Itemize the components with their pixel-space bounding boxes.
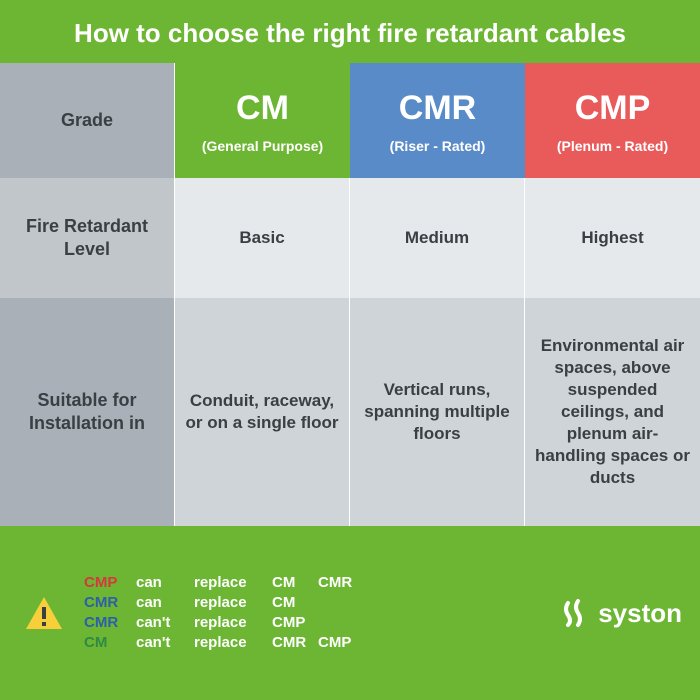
cell-text: Highest <box>581 227 643 249</box>
rule-can: can't <box>136 613 194 633</box>
rule-row: CM can't replace CMR CMP <box>84 633 368 653</box>
col-subtitle: (Riser - Rated) <box>390 137 486 155</box>
rule-row: CMP can replace CM CMR <box>84 573 368 593</box>
cell-level-cmp: Highest <box>525 178 700 298</box>
row-label-grade: Grade <box>0 63 175 178</box>
rule-can: can <box>136 593 194 613</box>
rule-row: CMR can't replace CMP <box>84 613 368 633</box>
rule-target: CMR <box>318 573 368 593</box>
cell-text: Conduit, raceway, or on a single floor <box>185 390 339 434</box>
col-header-cm: CM (General Purpose) <box>175 63 350 178</box>
cell-install-cm: Conduit, raceway, or on a single floor <box>175 298 350 526</box>
cell-install-cmr: Vertical runs, spanning multiple floors <box>350 298 525 526</box>
brand-icon <box>562 599 590 627</box>
cell-text: Basic <box>239 227 284 249</box>
replacement-rules: CMP can replace CM CMR CMR can replace C… <box>84 573 368 654</box>
rule-row: CMR can replace CM <box>84 593 368 613</box>
rule-target: CMP <box>318 633 368 653</box>
col-subtitle: (General Purpose) <box>202 137 323 155</box>
brand-name: syston <box>598 598 682 629</box>
warning-icon <box>24 595 64 631</box>
col-code: CMR <box>399 86 476 130</box>
cell-text: Environmental air spaces, above suspende… <box>535 335 690 490</box>
rule-target: CM <box>272 573 318 593</box>
footer: CMP can replace CM CMR CMR can replace C… <box>0 526 700 700</box>
row-label-level: Fire Retardant Level <box>0 178 175 298</box>
rule-code: CMR <box>84 593 136 613</box>
page-title: How to choose the right fire retardant c… <box>0 0 700 63</box>
rule-code: CM <box>84 633 136 653</box>
col-code: CMP <box>575 86 651 130</box>
rule-target: CMR <box>272 633 318 653</box>
row-label-install: Suitable for Installation in <box>0 298 175 526</box>
col-header-cmp: CMP (Plenum - Rated) <box>525 63 700 178</box>
cell-level-cm: Basic <box>175 178 350 298</box>
rule-can: can't <box>136 633 194 653</box>
rule-verb: replace <box>194 613 272 633</box>
cell-level-cmr: Medium <box>350 178 525 298</box>
rule-can: can <box>136 573 194 593</box>
brand-logo: syston <box>562 598 682 629</box>
rule-verb: replace <box>194 573 272 593</box>
rule-target <box>318 593 368 613</box>
cell-text: Vertical runs, spanning multiple floors <box>360 379 514 445</box>
rule-verb: replace <box>194 593 272 613</box>
col-subtitle: (Plenum - Rated) <box>557 137 668 155</box>
rule-target <box>318 613 368 633</box>
rule-verb: replace <box>194 633 272 653</box>
col-code: CM <box>236 86 289 130</box>
rule-target: CMP <box>272 613 318 633</box>
rule-target: CM <box>272 593 318 613</box>
cell-text: Medium <box>405 227 469 249</box>
comparison-table: Grade CM (General Purpose) CMR (Riser - … <box>0 63 700 526</box>
col-header-cmr: CMR (Riser - Rated) <box>350 63 525 178</box>
cell-install-cmp: Environmental air spaces, above suspende… <box>525 298 700 526</box>
rule-code: CMP <box>84 573 136 593</box>
rule-code: CMR <box>84 613 136 633</box>
